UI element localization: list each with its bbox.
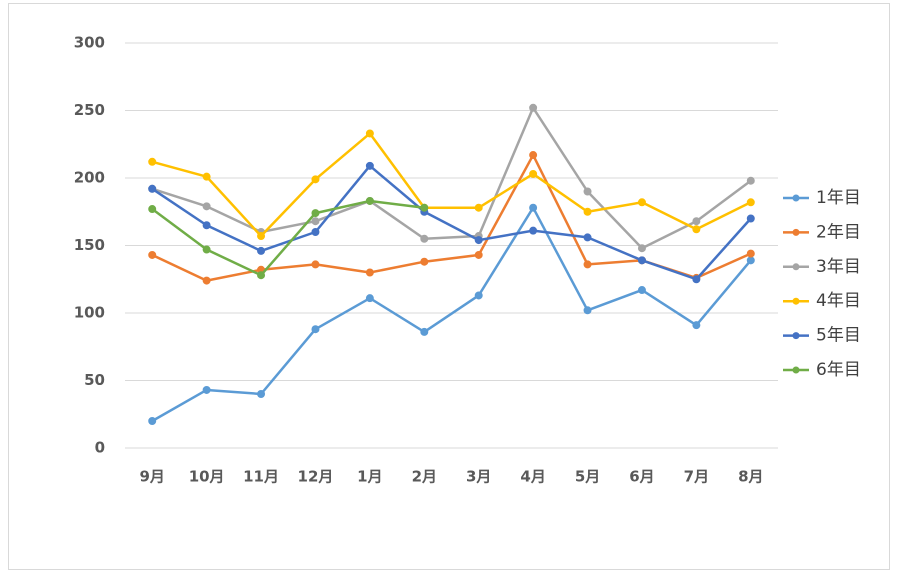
point [420,203,429,212]
point [148,184,157,193]
point [746,176,755,185]
legend-marker [792,263,800,271]
point [365,129,374,138]
point [583,260,592,269]
point [311,209,320,218]
point [637,244,646,253]
point [202,245,211,254]
point [583,233,592,242]
point [583,207,592,216]
legend-label: 2年目 [816,222,861,242]
x-tick-label: 3月 [466,468,491,486]
legend-label: 6年目 [816,360,861,380]
point [311,217,320,226]
x-tick-label: 10月 [189,468,225,486]
y-tick-label: 50 [84,371,105,389]
legend-label: 3年目 [816,257,861,277]
series-line [151,206,752,423]
y-tick-label: 250 [74,101,105,119]
x-tick-label: 4月 [520,468,545,486]
point [148,250,157,259]
point [420,327,429,336]
point [202,385,211,394]
point [746,198,755,207]
legend-label: 4年目 [816,291,861,311]
point [474,203,483,212]
point [257,271,266,280]
point [202,221,211,230]
x-tick-label: 1月 [357,468,382,486]
legend-marker [792,366,800,374]
point [148,157,157,166]
point [692,321,701,330]
point [746,214,755,223]
series-line [151,199,425,277]
point [637,286,646,295]
point [692,275,701,284]
legend-marker [792,194,800,202]
point [202,202,211,211]
point [311,228,320,236]
x-tick-label: 9月 [139,468,164,486]
point [148,417,157,425]
point [311,175,320,184]
point [365,161,374,170]
x-tick-label: 2月 [412,468,437,486]
point [311,260,320,269]
point [202,276,211,285]
series-line [151,132,752,238]
y-tick-label: 200 [74,169,105,187]
point [474,236,483,245]
y-tick-label: 300 [74,34,105,52]
legend-label: 1年目 [816,188,861,208]
point [257,246,266,255]
point [311,325,320,334]
point [365,294,374,303]
x-tick-label: 6月 [629,468,654,486]
y-tick-label: 0 [95,439,105,457]
y-tick-label: 100 [74,304,105,322]
legend-marker [792,297,800,305]
point [583,187,592,196]
point [365,196,374,205]
chart-border [8,3,890,570]
point [583,306,592,315]
point [637,198,646,207]
point [692,217,701,226]
point [746,256,755,265]
point [746,249,755,258]
point [692,225,701,234]
x-tick-label: 8月 [738,468,763,486]
point [365,268,374,277]
series-line [151,164,752,281]
point [529,169,538,178]
point [637,256,646,265]
point [257,232,266,241]
point [474,250,483,259]
point [257,390,266,398]
legend-marker [792,332,800,340]
point [420,234,429,243]
y-tick-label: 150 [74,236,105,254]
x-tick-label: 7月 [684,468,709,486]
x-tick-label: 11月 [243,468,279,486]
legend-label: 5年目 [816,326,861,346]
point [474,291,483,300]
point [529,151,538,160]
point [529,226,538,235]
point [148,205,157,214]
x-tick-label: 12月 [298,468,334,486]
legend-marker [792,228,800,236]
point [529,203,538,212]
point [202,172,211,181]
x-tick-label: 5月 [575,468,600,486]
point [420,257,429,266]
point [529,103,538,112]
